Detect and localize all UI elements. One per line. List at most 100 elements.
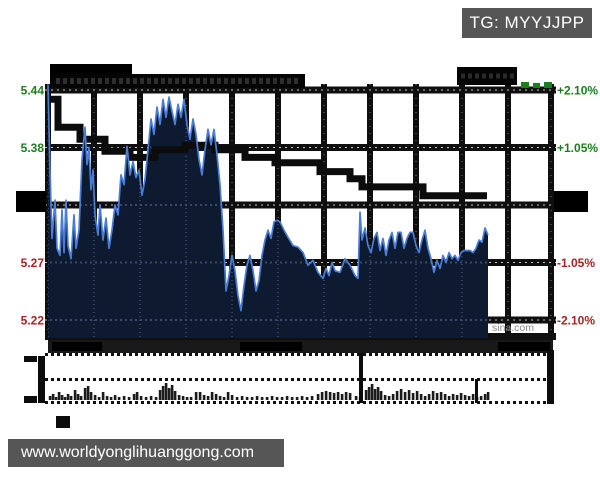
volume-bar [158, 390, 162, 400]
volume-bar [89, 392, 93, 400]
time-label-blob [52, 342, 102, 351]
volume-bar [255, 396, 259, 400]
volume-bar [439, 392, 443, 400]
volume-bar [376, 387, 380, 400]
y-axis-label-right: +1.05% [557, 141, 598, 155]
volume-bar [214, 394, 218, 400]
price-line-path [47, 85, 489, 312]
volume-bar [132, 394, 136, 400]
volume-bar [54, 397, 58, 400]
volume-bar [344, 392, 348, 400]
volume-bar [443, 394, 447, 400]
volume-bar [300, 396, 304, 400]
volume-bar [240, 396, 244, 400]
volume-bar [305, 397, 309, 400]
grid-vline [413, 84, 419, 340]
volume-bar [101, 392, 105, 400]
grid-vline [275, 84, 281, 340]
volume-bar [105, 396, 109, 400]
volume-bar [367, 387, 371, 400]
volume-bar [76, 394, 80, 400]
volume-bar [364, 390, 368, 400]
stock-minute-chart: 5.44 5.38 5.27 5.22 +2.10% +1.05% -1.05% -2.10%… [16, 64, 598, 428]
volume-bar [379, 391, 383, 400]
volume-bar [280, 397, 284, 400]
footer-mark [56, 416, 70, 428]
volume-bar [210, 392, 214, 400]
volume-bar [144, 397, 148, 400]
site-url-banner: www.worldyonglihuanggong.com [8, 439, 284, 467]
volume-bar [340, 394, 344, 400]
volume-bar [383, 395, 387, 400]
volume-bar [295, 397, 299, 400]
volume-axis-label-blob [24, 356, 37, 362]
y-axis-label-left: 5.22 [21, 313, 45, 327]
volume-bar [189, 397, 193, 400]
volume-bar [332, 393, 336, 400]
y-axis-label-left: 5.44 [21, 84, 45, 98]
time-axis-band [48, 340, 553, 353]
volume-bar [206, 396, 210, 400]
volume-bar [419, 394, 423, 400]
time-label-blob [498, 342, 550, 351]
tick-marks [521, 82, 552, 88]
volume-bar [60, 395, 64, 400]
volume-bar [270, 396, 274, 400]
volume-bar [86, 386, 90, 400]
volume-bar [260, 397, 264, 400]
volume-bar [222, 397, 226, 400]
volume-bar [93, 395, 97, 400]
tag-watermark-box: TG: MYYJJPP [462, 8, 592, 38]
volume-bar [310, 396, 314, 400]
volume-bar [235, 397, 239, 400]
volume-bar [431, 391, 435, 400]
y-axis-middle-label-left-hidden [16, 191, 46, 212]
volume-bar [170, 385, 174, 400]
volume-bar [181, 396, 185, 400]
volume-bar [194, 392, 198, 400]
volume-bar [459, 393, 463, 400]
volume-bar [415, 391, 419, 400]
volume-bar [202, 395, 206, 400]
grid-vline [321, 84, 327, 340]
volume-bar [113, 395, 117, 400]
grid-hline [45, 86, 556, 94]
volume-bar [69, 396, 73, 400]
volume-bar [451, 394, 455, 400]
volume-bar [122, 396, 126, 400]
volume-bar [218, 396, 222, 400]
volume-bar [336, 392, 340, 400]
volume-bar [407, 390, 411, 400]
volume-bar [48, 396, 52, 400]
tag-watermark-label: TG: MYYJJPP [469, 13, 585, 32]
grid-vline [459, 84, 465, 340]
y-axis-label-left: 5.38 [21, 141, 45, 155]
volume-bar [135, 392, 139, 400]
volume-bar [290, 397, 294, 400]
volume-bar [483, 394, 487, 400]
volume-panel-frame [24, 350, 554, 428]
volume-bar [316, 394, 320, 400]
volume-bar [198, 392, 202, 400]
volume-bar [97, 397, 101, 400]
volume-bar [354, 396, 358, 400]
volume-bar [139, 396, 143, 400]
y-axis-label-right: -2.10% [557, 313, 595, 327]
grid-hline [45, 144, 556, 152]
volume-bar [435, 393, 439, 400]
volume-bar [173, 391, 177, 400]
volume-bar [328, 392, 332, 400]
volume-bar [57, 392, 61, 400]
y-axis-middle-label-right-hidden [554, 191, 588, 212]
grid-hline [45, 201, 556, 209]
volume-bar [265, 397, 269, 400]
volume-bar [66, 394, 70, 400]
volume-bar [403, 392, 407, 400]
volume-bar [177, 395, 181, 400]
title-bar-right-strip [457, 67, 517, 85]
volume-bar [127, 397, 131, 400]
volume-bar [447, 396, 451, 400]
volume-bar [226, 392, 230, 400]
volume-bar [486, 392, 490, 400]
volume-bar [154, 397, 158, 400]
